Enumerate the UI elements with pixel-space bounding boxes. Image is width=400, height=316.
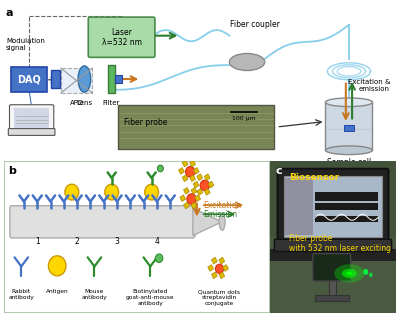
Bar (180, 195, 186, 202)
Bar (315, 203, 378, 210)
Bar (270, 161, 396, 237)
Circle shape (215, 264, 224, 274)
Text: Fiber probe: Fiber probe (124, 118, 167, 127)
Bar (204, 189, 210, 195)
Text: Mouse
antibody: Mouse antibody (82, 289, 107, 300)
Bar (315, 295, 349, 301)
Circle shape (145, 184, 158, 200)
Circle shape (158, 165, 163, 172)
Ellipse shape (78, 66, 91, 92)
Bar (61, 68, 92, 93)
FancyBboxPatch shape (278, 169, 388, 245)
Text: Biosensor: Biosensor (289, 173, 339, 182)
Circle shape (155, 254, 163, 263)
Text: Biotinylated
goat-anti-mouse
antibody: Biotinylated goat-anti-mouse antibody (126, 289, 175, 306)
Text: Laser
λ=532 nm: Laser λ=532 nm (102, 27, 142, 47)
Bar (315, 216, 378, 222)
Bar (208, 264, 214, 271)
Bar (190, 160, 196, 167)
Text: Fiber coupler: Fiber coupler (230, 20, 280, 29)
FancyBboxPatch shape (10, 105, 54, 132)
Text: DAQ: DAQ (18, 75, 41, 85)
Text: Rabbit
antibody: Rabbit antibody (8, 289, 34, 300)
Bar (219, 257, 225, 264)
Text: APD: APD (70, 100, 84, 106)
Ellipse shape (326, 146, 372, 155)
Bar (270, 249, 396, 261)
Bar (191, 202, 197, 209)
Bar (193, 167, 199, 174)
FancyBboxPatch shape (8, 129, 55, 135)
Text: Modulation
signal: Modulation signal (6, 39, 45, 52)
Bar (195, 195, 200, 202)
Circle shape (187, 194, 196, 204)
Text: Excitation: Excitation (204, 201, 242, 210)
Bar (178, 167, 184, 174)
FancyBboxPatch shape (10, 206, 195, 238)
Bar (190, 175, 196, 182)
Bar (212, 272, 217, 279)
Bar (212, 257, 217, 264)
Bar (285, 178, 313, 235)
Circle shape (363, 269, 368, 275)
Bar (51, 70, 60, 88)
Text: 100 μm: 100 μm (232, 116, 256, 121)
FancyBboxPatch shape (88, 17, 155, 58)
FancyBboxPatch shape (313, 254, 351, 281)
Bar (197, 174, 203, 180)
Text: Antigen: Antigen (46, 289, 68, 294)
FancyBboxPatch shape (274, 239, 392, 252)
Ellipse shape (342, 269, 357, 278)
Circle shape (105, 184, 119, 200)
Bar (315, 192, 378, 201)
Bar (115, 75, 122, 83)
Circle shape (186, 167, 195, 177)
Bar (329, 258, 336, 298)
Circle shape (48, 256, 66, 276)
Bar (182, 175, 188, 182)
Text: Lens: Lens (76, 100, 92, 106)
Circle shape (200, 180, 210, 191)
Ellipse shape (334, 264, 364, 283)
Text: 1: 1 (35, 237, 40, 246)
FancyBboxPatch shape (12, 67, 47, 92)
Bar (223, 264, 228, 271)
Text: Fiber probe
with 532 nm laser exciting: Fiber probe with 532 nm laser exciting (289, 234, 391, 253)
Bar (326, 102, 372, 150)
Text: Excitation &
emission: Excitation & emission (348, 79, 390, 92)
Text: 4: 4 (154, 237, 159, 246)
Ellipse shape (219, 214, 225, 230)
Bar (219, 272, 225, 279)
Bar (191, 187, 197, 194)
Circle shape (369, 273, 373, 277)
Bar (118, 105, 274, 149)
Bar (208, 181, 214, 188)
Text: 2: 2 (75, 237, 80, 246)
Bar (204, 174, 210, 180)
Text: Sample cell: Sample cell (327, 158, 371, 167)
Ellipse shape (326, 98, 372, 106)
Bar (193, 181, 199, 188)
Text: Emission: Emission (204, 210, 238, 219)
Bar (108, 65, 115, 93)
Bar (184, 202, 189, 209)
Bar (197, 189, 203, 195)
Ellipse shape (230, 53, 265, 70)
Bar (184, 187, 189, 194)
Bar (344, 125, 354, 131)
Text: Quantum dots
streptavidin
conjugate: Quantum dots streptavidin conjugate (198, 289, 240, 306)
Text: c: c (275, 166, 282, 176)
Bar (284, 176, 382, 237)
Bar (182, 160, 188, 167)
Circle shape (65, 184, 79, 200)
Text: a: a (6, 8, 14, 18)
Bar (14, 108, 49, 128)
Text: b: b (8, 166, 16, 176)
Polygon shape (193, 208, 222, 235)
Text: Filter: Filter (103, 100, 120, 106)
Ellipse shape (346, 271, 352, 275)
Text: 3: 3 (115, 237, 120, 246)
